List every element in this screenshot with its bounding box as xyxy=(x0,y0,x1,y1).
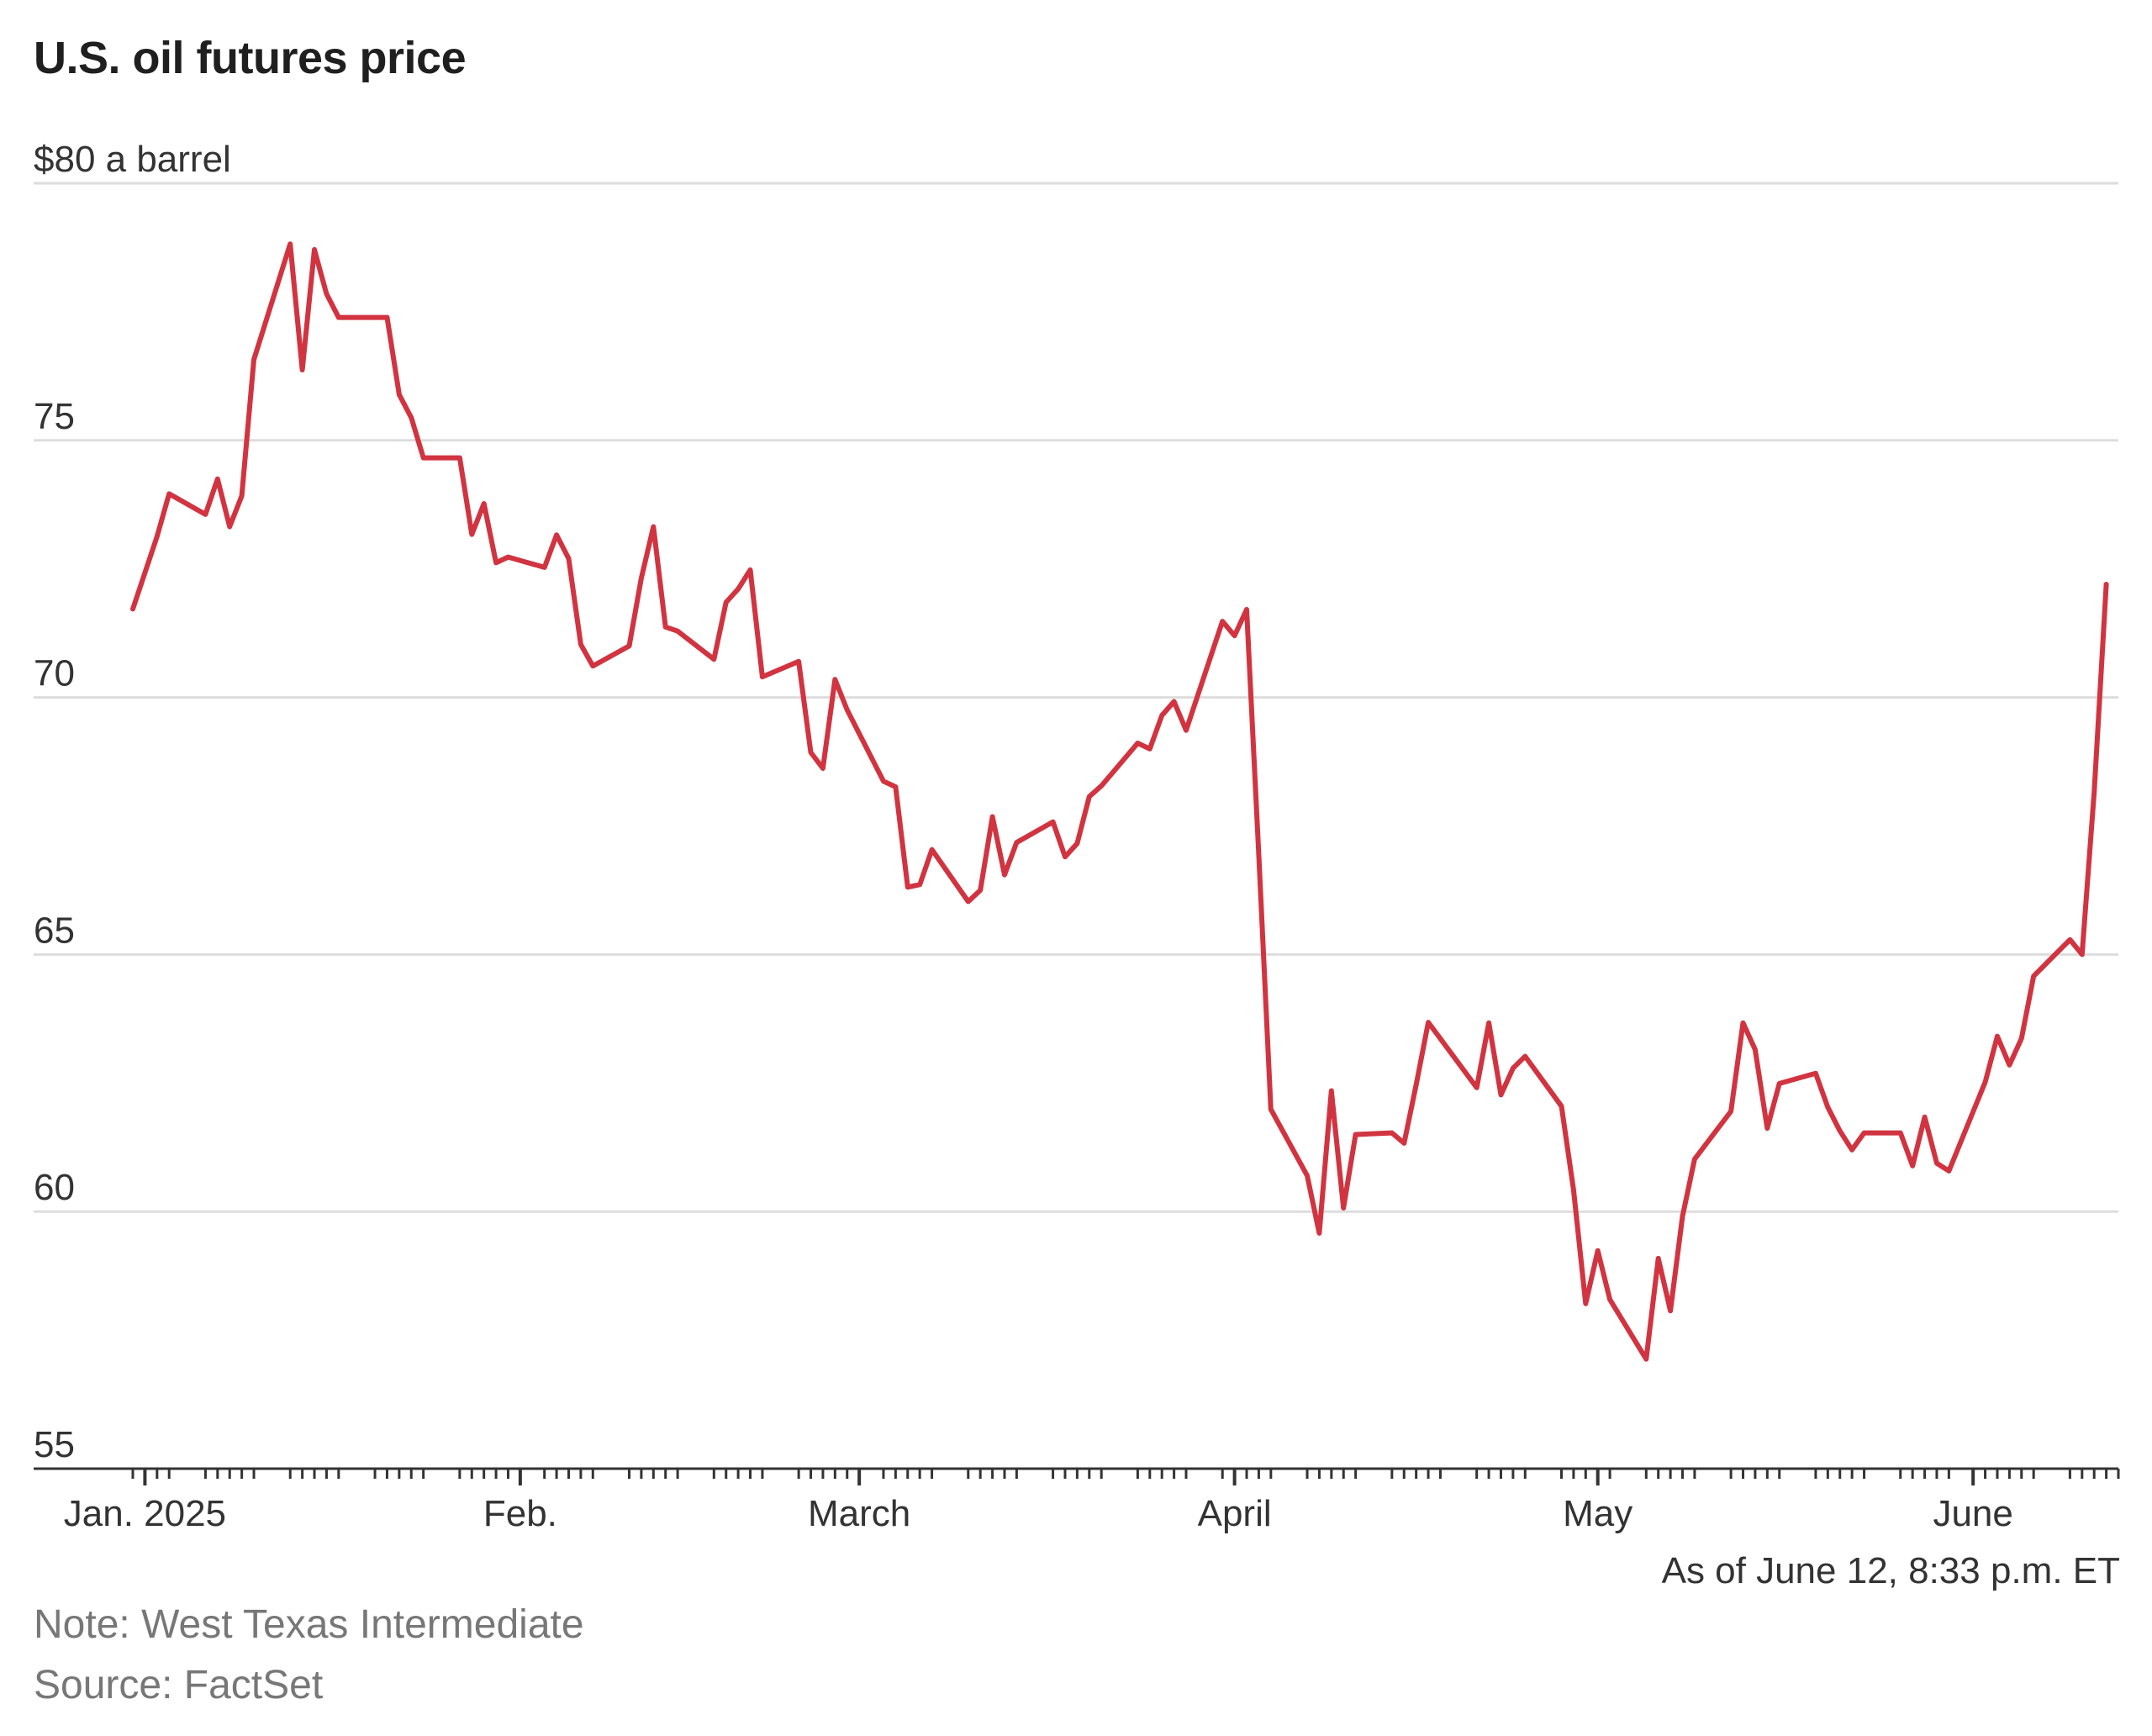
line-chart: $80 a barrel 75 70 65 60 55 Jan. 2025 Feb. Mar… xyxy=(34,139,2120,1591)
chart-title: U.S. oil futures price xyxy=(34,33,467,83)
x-tick-label: April xyxy=(1198,1493,1272,1534)
y-axis-unit-label: $80 a barrel xyxy=(34,139,231,180)
x-tick-label: June xyxy=(1933,1493,2012,1534)
y-tick-label: 70 xyxy=(34,653,75,694)
x-axis xyxy=(34,1467,2120,1485)
x-tick-label: Jan. 2025 xyxy=(64,1493,226,1534)
price-line xyxy=(130,241,2109,1362)
note-text: Note: West Texas Intermediate xyxy=(34,1602,584,1647)
y-tick-label: 55 xyxy=(34,1424,75,1465)
as-of-timestamp: As of June 12, 8:33 p.m. ET xyxy=(1662,1550,2120,1591)
x-tick-label: March xyxy=(808,1493,910,1534)
x-tick-label: May xyxy=(1563,1493,1632,1534)
y-tick-label: 65 xyxy=(34,910,75,951)
gridlines xyxy=(34,182,2118,1213)
x-axis-labels: Jan. 2025 Feb. March April May June xyxy=(64,1493,2013,1534)
y-tick-label: 75 xyxy=(34,396,75,437)
x-tick-label: Feb. xyxy=(483,1493,557,1534)
y-tick-label: 60 xyxy=(34,1167,75,1208)
y-axis-labels: 75 70 65 60 55 xyxy=(34,396,75,1465)
source-text: Source: FactSet xyxy=(34,1663,324,1707)
